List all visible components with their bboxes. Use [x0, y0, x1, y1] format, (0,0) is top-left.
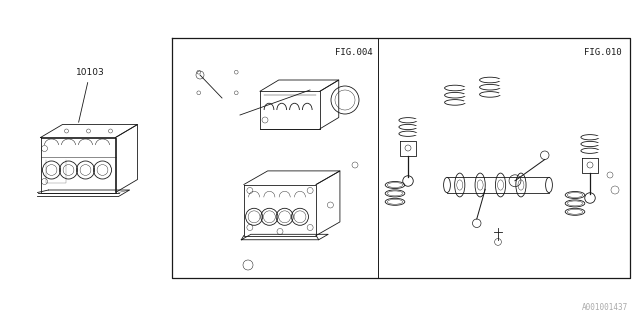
Text: A001001437: A001001437 [582, 303, 628, 312]
Text: 10103: 10103 [76, 68, 104, 122]
Text: FIG.010: FIG.010 [584, 48, 622, 57]
Text: FIG.004: FIG.004 [335, 48, 373, 57]
